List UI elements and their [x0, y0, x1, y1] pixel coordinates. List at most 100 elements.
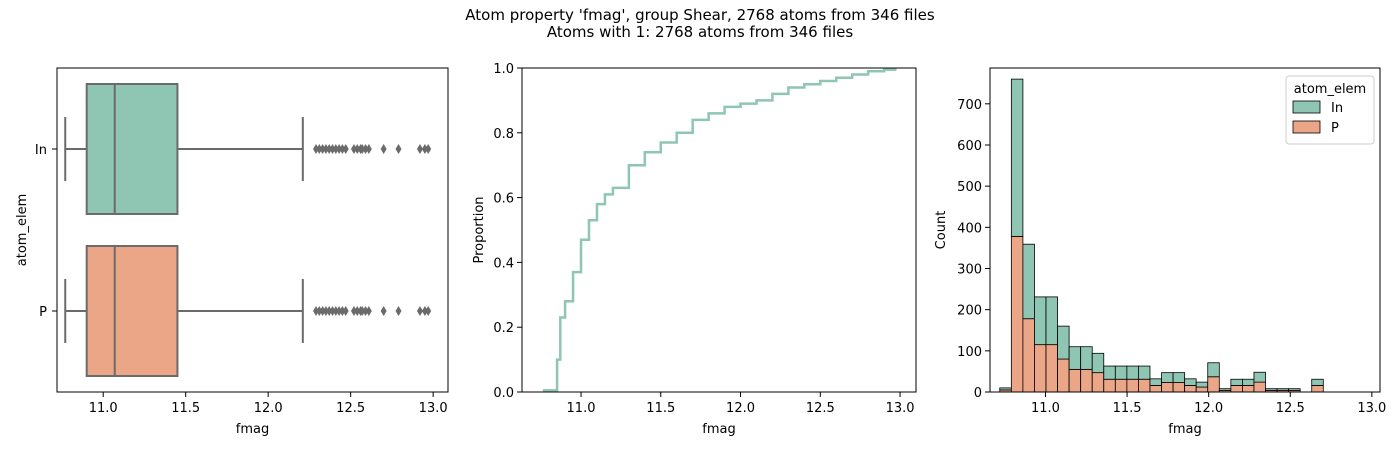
outlier-point: [313, 306, 320, 316]
hist-bar-P: [1080, 368, 1093, 393]
y-tick-label: In: [35, 143, 47, 158]
hist-bar-In: [1103, 365, 1116, 380]
outlier-point: [332, 144, 339, 154]
hist-bar-In: [1265, 388, 1278, 391]
outlier-point: [359, 306, 366, 316]
outlier-point: [322, 144, 329, 154]
outlier-point: [319, 306, 326, 316]
hist-bar-In: [1045, 296, 1058, 346]
hist-bar-In: [1161, 372, 1174, 383]
outlier-point: [313, 144, 320, 154]
outlier-point: [362, 144, 369, 154]
y-tick-label: 200: [957, 304, 982, 319]
hist-bar-In: [1242, 378, 1255, 386]
outlier-point: [329, 144, 336, 154]
outlier-point: [350, 144, 357, 154]
hist-bar-P: [1149, 385, 1162, 393]
x-tick-label: 12.0: [726, 401, 755, 416]
outlier-point: [362, 306, 369, 316]
x-tick-label: 11.0: [1031, 401, 1060, 416]
outlier-point: [416, 144, 423, 154]
outlier-point: [395, 306, 402, 316]
figure-title: Atom property 'fmag', group Shear, 2768 …: [0, 7, 1400, 41]
x-tick-label: 11.0: [567, 401, 596, 416]
outlier-point: [336, 144, 343, 154]
legend-label-P: P: [1331, 121, 1339, 136]
x-tick-label: 12.5: [806, 401, 835, 416]
x-tick-label: 12.0: [254, 401, 283, 416]
hist-bar-P: [1161, 382, 1174, 393]
outlier-point: [425, 306, 432, 316]
outlier-point: [316, 144, 323, 154]
outlier-point: [319, 144, 326, 154]
outlier-point: [354, 306, 361, 316]
hist-bar-P: [1195, 386, 1209, 393]
hist-bar-In: [1068, 346, 1082, 370]
y-tick-label: 700: [957, 98, 982, 113]
y-tick-label: 300: [957, 262, 982, 277]
axes-frame: [989, 67, 1381, 393]
y-axis-label: Count: [934, 211, 949, 250]
x-axis-label: fmag: [236, 422, 269, 437]
hist-bar-In: [1057, 325, 1070, 360]
outlier-point: [322, 306, 329, 316]
y-tick-label: 0: [974, 386, 982, 401]
legend-title: atom_elem: [1294, 82, 1366, 97]
hist-bar-In: [1149, 378, 1162, 386]
hist-bar-P: [1207, 376, 1220, 393]
outlier-point: [336, 306, 343, 316]
hist-bar-In: [1184, 378, 1197, 386]
ecdf-line: [542, 68, 897, 392]
axes-frame: [521, 67, 917, 393]
hist-bar-In: [1010, 78, 1024, 237]
hist-bar-In: [1172, 372, 1186, 383]
hist-bar-In: [1311, 378, 1324, 386]
x-tick-label: 11.0: [89, 401, 118, 416]
hist-bar-P: [1184, 385, 1197, 393]
outlier-point: [421, 144, 428, 154]
x-axis-label: fmag: [702, 422, 735, 437]
y-tick-label: 0.0: [493, 386, 514, 401]
y-tick-label: 100: [957, 345, 982, 360]
ecdf-panel: 11.0 11.5 12.0 12.5 13.0 0.0 0.2 0.4 0.6 0.8 1.0 fm…: [472, 62, 917, 437]
hist-bar-P: [1057, 358, 1070, 393]
outlier-point: [339, 306, 346, 316]
outlier-point: [380, 306, 387, 316]
hist-bar-P: [1045, 344, 1058, 393]
x-tick-label: 11.5: [1113, 401, 1142, 416]
x-axis-label: fmag: [1168, 422, 1201, 437]
histogram-panel: 11.0 11.5 12.0 12.5 13.0 0 100 200 300 400 500 600 7…: [934, 67, 1386, 437]
hist-bar-In: [1230, 378, 1243, 386]
hist-bar-In: [999, 387, 1012, 391]
hist-bar-In: [1091, 352, 1105, 374]
figure-title-line-1: Atom property 'fmag', group Shear, 2768 …: [465, 6, 935, 24]
box-group-In: [64, 83, 432, 215]
x-tick-label: 12.5: [336, 401, 365, 416]
legend-swatch-P: [1292, 120, 1321, 134]
outlier-point: [416, 306, 423, 316]
hist-bar-In: [1276, 388, 1290, 391]
y-tick-label: 0.2: [493, 321, 514, 336]
hist-bar-P: [1311, 385, 1324, 393]
y-tick-label: 0.8: [493, 127, 514, 142]
hist-bar-P: [1010, 235, 1024, 393]
hist-bar-In: [1207, 362, 1220, 378]
hist-bar-P: [1172, 382, 1186, 393]
hist-bar-P: [1230, 385, 1243, 393]
hist-bar-P: [1253, 381, 1266, 393]
hist-bar-P: [1138, 378, 1151, 393]
outlier-point: [316, 306, 323, 316]
hist-bar-In: [1138, 365, 1151, 380]
hist-bar-P: [1242, 385, 1255, 393]
legend-label-In: In: [1331, 101, 1343, 116]
outlier-point: [359, 144, 366, 154]
hist-bar-P: [1034, 344, 1047, 393]
hist-bar-P: [1126, 378, 1139, 393]
outlier-point: [326, 144, 333, 154]
hist-bar-In: [1195, 381, 1209, 388]
figure-title-line-2: Atoms with 1: 2768 atoms from 346 files: [546, 23, 854, 41]
hist-bar-In: [1022, 243, 1035, 320]
outlier-point: [342, 144, 349, 154]
x-tick-label: 12.0: [1194, 401, 1223, 416]
